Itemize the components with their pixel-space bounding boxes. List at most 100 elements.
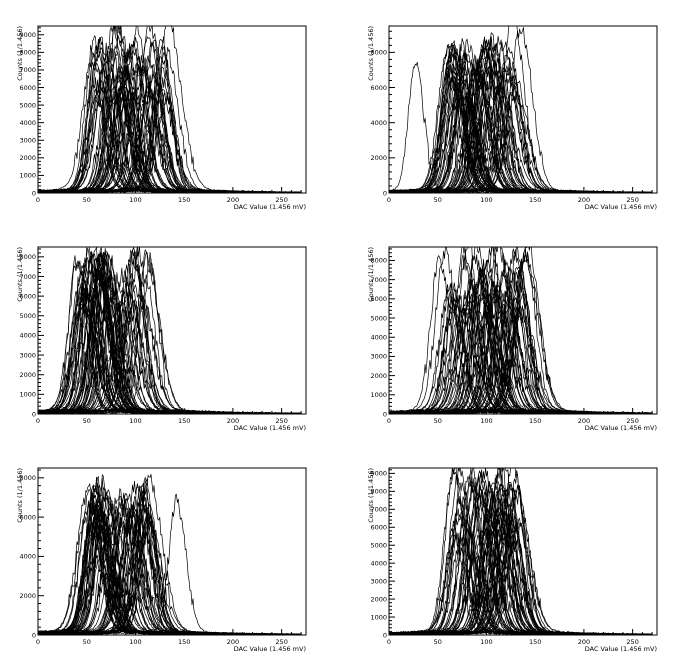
y-tick-label: 2000: [19, 592, 36, 600]
histogram-curve: [389, 306, 653, 414]
y-tick-label: 3000: [19, 137, 36, 145]
y-tick-label: 2000: [370, 372, 387, 380]
panel-1: 0 50 100 150 200 250 0 1000 2000 3000 4000 5000 6000…: [16, 25, 307, 211]
y-tick-label: 0: [32, 410, 36, 418]
y-tick-label: 0: [383, 189, 387, 197]
y-tick-label: 2000: [370, 595, 387, 603]
x-tick-label: 150: [178, 417, 190, 425]
x-tick-label: 100: [480, 196, 492, 204]
x-tick-label: 200: [227, 417, 239, 425]
x-tick-label: 250: [626, 417, 638, 425]
x-axis-label: DAC Value (1.456 mV): [234, 645, 306, 653]
histogram-curve: [389, 247, 653, 414]
x-tick-label: 0: [36, 417, 40, 425]
y-tick-label: 2000: [370, 154, 387, 162]
y-tick-label: 7000: [19, 273, 36, 281]
panel-6: 0 50 100 150 200 250 0 1000 2000 3000 4000 5000 6000…: [367, 467, 658, 653]
plot-frame: [388, 246, 658, 415]
y-tick-label: 3000: [370, 353, 387, 361]
y-axis-label: Counts (1/1.456): [16, 247, 24, 302]
x-tick-label: 100: [480, 417, 492, 425]
y-axis-label: Counts (1/1.456): [16, 468, 24, 523]
histogram-curve: [389, 274, 653, 414]
x-axis-label: DAC Value (1.456 mV): [234, 203, 306, 211]
x-tick-label: 50: [434, 638, 442, 646]
y-axis-label: Counts (1/1.456): [16, 26, 24, 81]
x-tick-label: 50: [434, 417, 442, 425]
histogram-curve: [389, 274, 653, 414]
x-tick-label: 200: [578, 196, 590, 204]
y-tick-label: 0: [383, 410, 387, 418]
x-tick-label: 250: [626, 638, 638, 646]
y-tick-label: 4000: [19, 119, 36, 127]
x-axis-label: DAC Value (1.456 mV): [585, 203, 657, 211]
histogram-curve: [38, 288, 302, 414]
histogram-curve: [38, 55, 302, 193]
y-tick-label: 1000: [370, 391, 387, 399]
y-axis-label: Counts (1/1.456): [367, 468, 375, 523]
x-tick-label: 50: [83, 638, 91, 646]
y-tick-label: 5000: [19, 101, 36, 109]
y-tick-label: 7000: [19, 66, 36, 74]
y-tick-label: 4000: [370, 334, 387, 342]
histogram-curve: [38, 55, 302, 193]
x-tick-label: 150: [529, 638, 541, 646]
x-tick-label: 200: [227, 638, 239, 646]
histogram-curve: [389, 61, 653, 193]
histogram-curve: [389, 468, 653, 635]
y-tick-label: 8000: [19, 474, 36, 482]
x-axis-label: DAC Value (1.456 mV): [234, 424, 306, 432]
y-tick-label: 2000: [19, 154, 36, 162]
plot-frame: [37, 246, 307, 415]
x-tick-label: 100: [129, 417, 141, 425]
y-tick-label: 0: [32, 631, 36, 639]
histogram-curve: [38, 26, 302, 193]
x-tick-label: 100: [129, 196, 141, 204]
histogram-curve: [38, 282, 302, 414]
histogram-curve: [38, 61, 302, 193]
curves-group: [38, 247, 302, 414]
plot-frame: [388, 467, 658, 636]
histogram-curve: [389, 473, 653, 635]
y-tick-label: 2000: [19, 371, 36, 379]
y-tick-label: 9000: [19, 31, 36, 39]
y-tick-label: 5000: [19, 312, 36, 320]
y-tick-label: 3000: [370, 577, 387, 585]
y-tick-label: 7000: [370, 276, 387, 284]
y-tick-label: 8000: [19, 49, 36, 57]
x-tick-label: 100: [480, 638, 492, 646]
panel-2: 0 50 100 150 200 250 0 2000 4000 6000 8000 DAC Valu…: [367, 25, 658, 211]
x-tick-label: 50: [83, 196, 91, 204]
y-tick-label: 6000: [19, 292, 36, 300]
histogram-curve: [38, 474, 302, 635]
histogram-curve: [38, 255, 302, 414]
histogram-curve: [38, 26, 302, 193]
y-tick-label: 4000: [370, 559, 387, 567]
y-tick-label: 4000: [19, 553, 36, 561]
y-tick-label: 1000: [19, 391, 36, 399]
y-tick-label: 0: [32, 189, 36, 197]
x-tick-label: 0: [36, 196, 40, 204]
plot-frame: [37, 467, 307, 636]
histogram-curve: [38, 56, 302, 193]
x-tick-label: 250: [626, 196, 638, 204]
histogram-curve: [38, 55, 302, 193]
y-tick-label: 6000: [19, 513, 36, 521]
curves-group: [38, 26, 302, 193]
y-tick-label: 5000: [370, 542, 387, 550]
y-tick-label: 6000: [19, 84, 36, 92]
histogram-curve: [389, 288, 653, 414]
x-tick-label: 50: [83, 417, 91, 425]
panel-5: 0 50 100 150 200 250 0 2000 4000 6000 8000 DAC Valu…: [16, 467, 307, 653]
y-tick-label: 8000: [19, 253, 36, 261]
x-tick-label: 150: [529, 196, 541, 204]
curves-group: [38, 474, 302, 635]
curves-group: [389, 468, 653, 635]
y-axis-label: Counts (1/1.456): [367, 26, 375, 81]
x-tick-label: 50: [434, 196, 442, 204]
x-tick-label: 0: [36, 638, 40, 646]
y-tick-label: 7000: [370, 506, 387, 514]
x-tick-label: 200: [578, 638, 590, 646]
plot-frame: [388, 25, 658, 194]
